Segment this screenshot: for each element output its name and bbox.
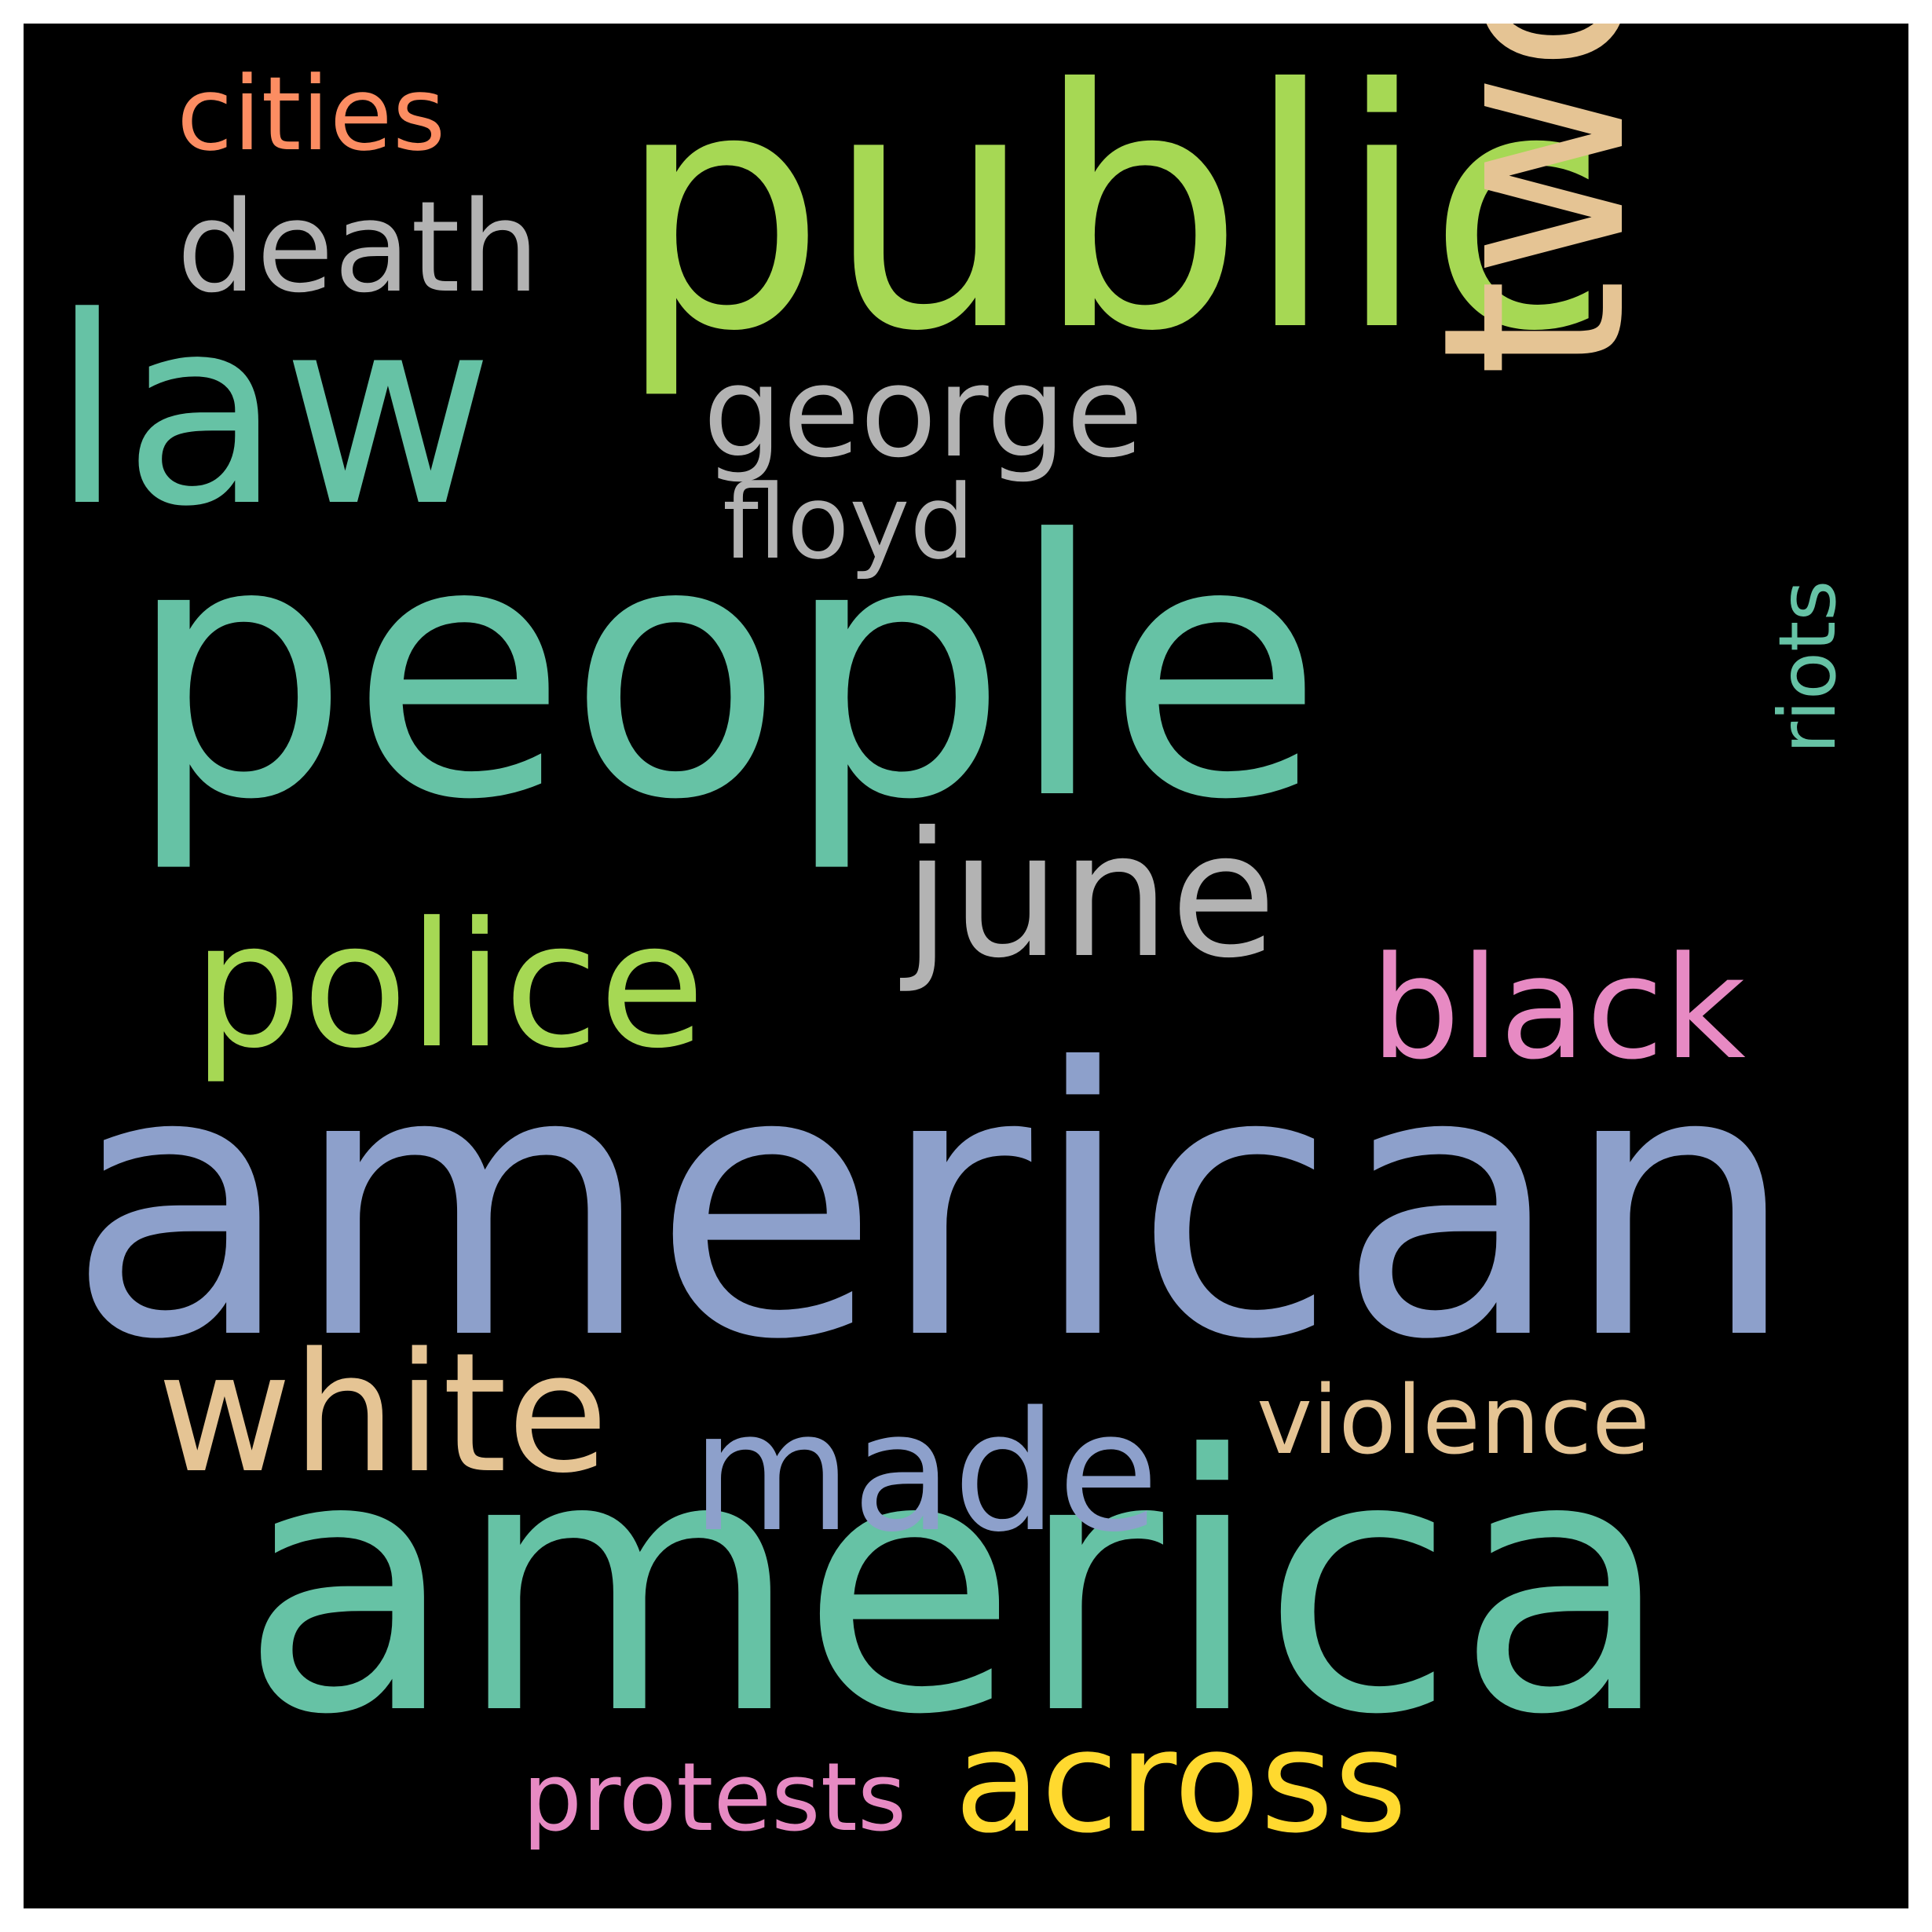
word-law: law <box>51 262 494 563</box>
word-floyd: floyd <box>723 463 975 582</box>
word-america: america <box>240 1381 1673 1792</box>
word-riots: riots <box>1762 580 1853 754</box>
word-people: people <box>126 466 1324 877</box>
word-june: june <box>903 795 1277 996</box>
word-two: two <box>1389 24 1681 377</box>
word-made: made <box>691 1376 1159 1568</box>
word-american: american <box>67 990 1798 1420</box>
word-cities: cities <box>177 54 446 174</box>
word-across: across <box>954 1700 1408 1864</box>
word-cloud: public people american america law two j… <box>24 24 1908 1908</box>
word-death: death <box>177 174 540 320</box>
word-white: white <box>157 1317 609 1509</box>
word-protests: protests <box>522 1744 907 1853</box>
word-black: black <box>1370 927 1746 1091</box>
word-police: police <box>192 885 705 1086</box>
word-violence: violence <box>1257 1367 1650 1476</box>
word-george: george <box>703 338 1143 485</box>
word-public: public <box>617 24 1609 404</box>
